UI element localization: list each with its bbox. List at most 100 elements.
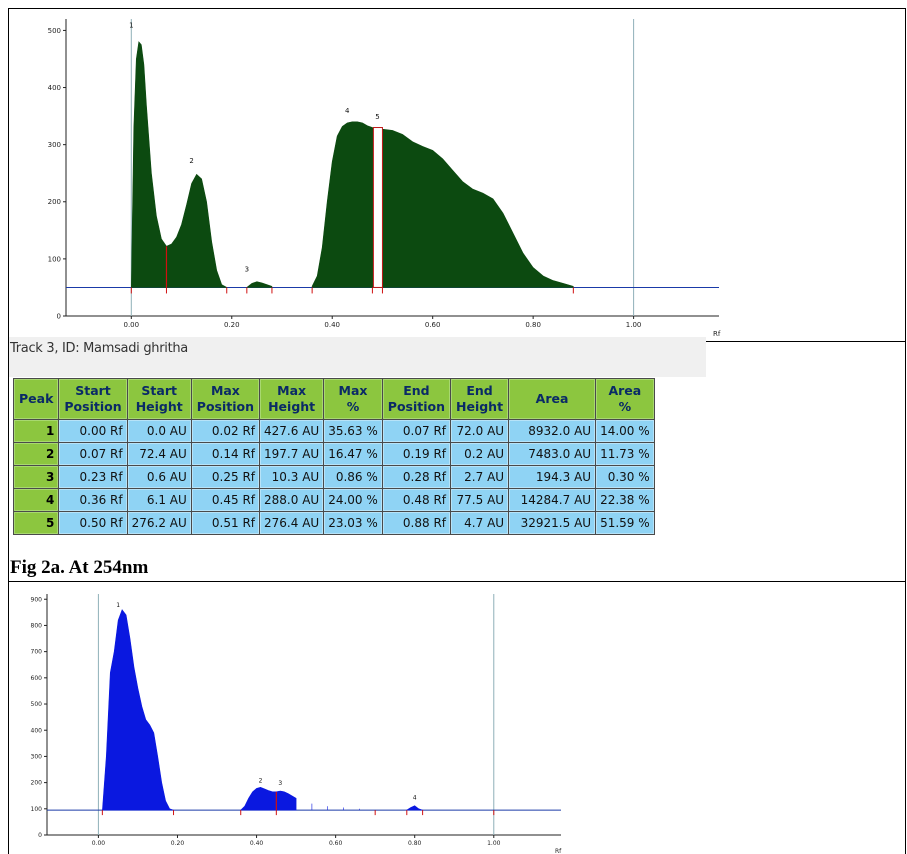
x-tick-label: 0.80 xyxy=(525,321,541,329)
header-peak: Peak xyxy=(14,379,59,419)
figure-caption: Fig 2a. At 254nm xyxy=(10,557,149,578)
table-cell: 0.07 Rf xyxy=(59,443,127,465)
table-cell: 0.50 Rf xyxy=(59,512,127,534)
x-tick-label: 0.40 xyxy=(324,321,340,329)
x-tick-label: 1.00 xyxy=(487,840,501,847)
peak-separation-gap xyxy=(372,127,383,288)
table-cell: 16.47 % xyxy=(324,443,382,465)
table-cell: 0.25 Rf xyxy=(191,466,260,488)
x-axis-label: Rf xyxy=(713,330,721,337)
track-caption: Track 3, ID: Mamsadi ghritha xyxy=(10,341,188,356)
densitogram-chart-second: 0 100 200 300 400 500 600 700 800 900 0.00 0.20 0.40… xyxy=(31,594,562,854)
peak-label: 5 xyxy=(375,113,379,121)
y-tick-label: 900 xyxy=(31,596,43,603)
table-cell: 24.00 % xyxy=(324,489,382,511)
table-cell: 276.2 AU xyxy=(127,512,191,534)
table-cell: 0.6 AU xyxy=(127,466,191,488)
table-cell: 2.7 AU xyxy=(451,466,509,488)
table-cell: 288.0 AU xyxy=(260,489,324,511)
y-tick-label: 700 xyxy=(31,649,43,656)
y-tick-label: 0 xyxy=(57,312,61,320)
table-cell: 0.07 Rf xyxy=(382,420,451,442)
table-cell: 0.48 Rf xyxy=(382,489,451,511)
table-cell: 0.36 Rf xyxy=(59,489,127,511)
peak-table: Peak Start Position Start Height Max Positi… xyxy=(13,378,655,535)
header-max-percent: Max% xyxy=(324,379,382,419)
x-tick-label: 0.80 xyxy=(408,840,422,847)
table-cell: 0.28 Rf xyxy=(382,466,451,488)
peak-label: 1 xyxy=(129,22,133,30)
peak-area xyxy=(102,609,175,811)
y-tick-label: 300 xyxy=(48,141,61,149)
table-cell: 35.63 % xyxy=(324,420,382,442)
table-row: 4 0.36 Rf 6.1 AU 0.45 Rf 288.0 AU 24.00 % 0.48… xyxy=(14,489,654,511)
header-max-height: Max Height xyxy=(260,379,324,419)
y-tick-label: 0 xyxy=(38,832,42,839)
peak-label: 1 xyxy=(116,602,120,609)
header-area-percent: Area% xyxy=(596,379,654,419)
table-cell: 0.86 % xyxy=(324,466,382,488)
x-tick-label: 0.00 xyxy=(92,840,106,847)
x-tick-label: 0.60 xyxy=(329,840,343,847)
peak-area xyxy=(311,121,574,288)
frame-top-border xyxy=(8,8,906,9)
y-tick-label: 300 xyxy=(31,754,43,761)
y-tick-label: 400 xyxy=(31,727,43,734)
table-cell: 197.7 AU xyxy=(260,443,324,465)
y-tick-label: 500 xyxy=(48,27,61,35)
peak-label: 2 xyxy=(259,778,263,785)
peak-area xyxy=(406,805,424,811)
table-cell: 72.0 AU xyxy=(451,420,509,442)
peak-number-cell: 1 xyxy=(14,420,59,442)
table-cell: 194.3 AU xyxy=(509,466,596,488)
peak-number-cell: 4 xyxy=(14,489,59,511)
x-tick-label: 0.40 xyxy=(250,840,264,847)
peak-label: 4 xyxy=(345,107,350,115)
peak-number-cell: 2 xyxy=(14,443,59,465)
table-cell: 51.59 % xyxy=(596,512,654,534)
table-cell: 276.4 AU xyxy=(260,512,324,534)
header-area: Area xyxy=(509,379,596,419)
table-cell: 0.2 AU xyxy=(451,443,509,465)
frame-left-border xyxy=(8,8,9,854)
table-cell: 10.3 AU xyxy=(260,466,324,488)
y-tick-label: 100 xyxy=(31,806,43,813)
y-tick-label: 400 xyxy=(48,84,61,92)
table-cell: 14284.7 AU xyxy=(509,489,596,511)
table-cell: 0.00 Rf xyxy=(59,420,127,442)
peak-number-cell: 5 xyxy=(14,512,59,534)
header-end-height: End Height xyxy=(451,379,509,419)
table-cell: 0.88 Rf xyxy=(382,512,451,534)
frame-right-border xyxy=(905,8,906,854)
y-tick-label: 600 xyxy=(31,675,43,682)
x-tick-label: 0.00 xyxy=(124,321,140,329)
table-cell: 0.02 Rf xyxy=(191,420,260,442)
x-tick-label: 1.00 xyxy=(626,321,642,329)
header-start-height: Start Height xyxy=(127,379,191,419)
peak-area xyxy=(246,281,273,288)
table-cell: 0.23 Rf xyxy=(59,466,127,488)
track-caption-band xyxy=(9,337,706,377)
peak-number-cell: 3 xyxy=(14,466,59,488)
frame-divider-2 xyxy=(8,581,906,582)
table-cell: 0.14 Rf xyxy=(191,443,260,465)
table-cell: 0.0 AU xyxy=(127,420,191,442)
table-row: 3 0.23 Rf 0.6 AU 0.25 Rf 10.3 AU 0.86 % 0.28 R… xyxy=(14,466,654,488)
peak-label: 3 xyxy=(245,265,249,273)
table-cell: 22.38 % xyxy=(596,489,654,511)
peak-area xyxy=(240,786,297,811)
y-tick-label: 500 xyxy=(31,701,43,708)
peak-label: 3 xyxy=(278,780,282,787)
table-cell: 11.73 % xyxy=(596,443,654,465)
x-tick-label: 0.60 xyxy=(425,321,441,329)
table-cell: 14.00 % xyxy=(596,420,654,442)
peak-table-header-row: Peak Start Position Start Height Max Positi… xyxy=(14,379,654,419)
table-cell: 77.5 AU xyxy=(451,489,509,511)
table-row: 2 0.07 Rf 72.4 AU 0.14 Rf 197.7 AU 16.47 % 0.1… xyxy=(14,443,654,465)
x-axis-label: Rf xyxy=(555,848,562,854)
table-cell: 32921.5 AU xyxy=(509,512,596,534)
table-cell: 7483.0 AU xyxy=(509,443,596,465)
table-cell: 0.45 Rf xyxy=(191,489,260,511)
table-cell: 427.6 AU xyxy=(260,420,324,442)
table-cell: 4.7 AU xyxy=(451,512,509,534)
